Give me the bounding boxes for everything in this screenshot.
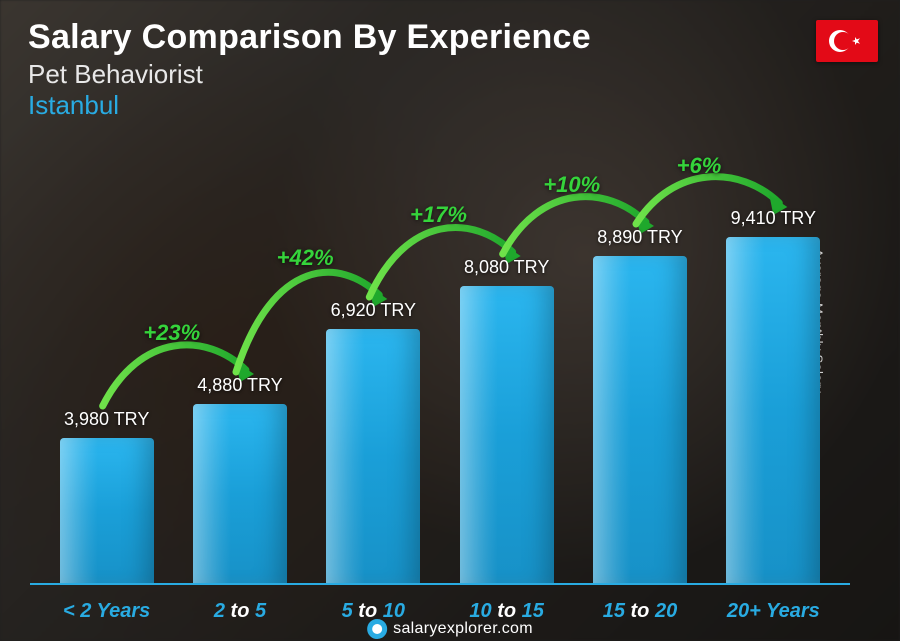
bar-value-label: 6,920 TRY (331, 300, 416, 321)
bar-value-label: 4,880 TRY (197, 375, 282, 396)
salary-bar-chart: +23%+42%+17%+10%+6% 3,980 TRY4,880 TRY6,… (40, 155, 840, 585)
x-axis-label: 15 to 20 (573, 600, 706, 623)
bar-slot: 3,980 TRY (40, 409, 173, 585)
bar (193, 404, 287, 585)
bar (326, 329, 420, 585)
title-block: Salary Comparison By Experience Pet Beha… (28, 18, 591, 121)
bar-value-label: 8,890 TRY (597, 227, 682, 248)
location: Istanbul (28, 90, 591, 121)
bar (60, 438, 154, 585)
bar (726, 237, 820, 585)
job-subtitle: Pet Behaviorist (28, 59, 591, 90)
bar-slot: 8,890 TRY (573, 227, 706, 585)
x-axis-label: < 2 Years (40, 600, 173, 623)
footer-text: salaryexplorer.com (393, 620, 533, 638)
bar-value-label: 8,080 TRY (464, 257, 549, 278)
bars-row: 3,980 TRY 4,880 TRY 6,920 TRY 8,080 TRY 8,89… (40, 155, 840, 585)
turkey-flag-icon (816, 20, 878, 62)
bar-slot: 6,920 TRY (307, 300, 440, 585)
page-title: Salary Comparison By Experience (28, 18, 591, 57)
country-flag (816, 20, 878, 62)
bar-value-label: 3,980 TRY (64, 409, 149, 430)
bar-value-label: 9,410 TRY (731, 208, 816, 229)
logo-icon (367, 619, 387, 639)
bar-slot: 9,410 TRY (707, 208, 840, 585)
x-axis-label: 2 to 5 (173, 600, 306, 623)
infographic-container: Salary Comparison By Experience Pet Beha… (0, 0, 900, 641)
footer: salaryexplorer.com (367, 619, 533, 639)
x-axis-baseline (30, 583, 850, 585)
bar-slot: 4,880 TRY (173, 375, 306, 585)
bar-slot: 8,080 TRY (440, 257, 573, 585)
bar (593, 256, 687, 585)
x-axis-label: 20+ Years (707, 600, 840, 623)
bar (460, 286, 554, 585)
